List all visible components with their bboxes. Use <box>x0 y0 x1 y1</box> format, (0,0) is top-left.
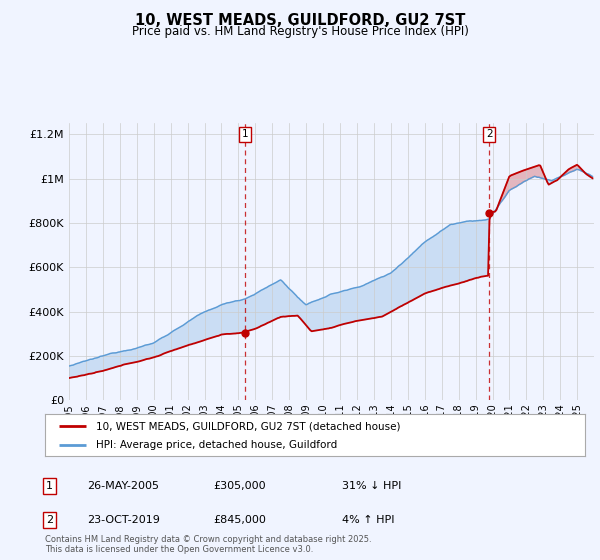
Text: Contains HM Land Registry data © Crown copyright and database right 2025.
This d: Contains HM Land Registry data © Crown c… <box>45 535 371 554</box>
Text: 26-MAY-2005: 26-MAY-2005 <box>87 481 159 491</box>
Text: 2: 2 <box>486 129 493 139</box>
Text: £845,000: £845,000 <box>213 515 266 525</box>
Text: 4% ↑ HPI: 4% ↑ HPI <box>342 515 395 525</box>
Text: 1: 1 <box>46 481 53 491</box>
Text: 10, WEST MEADS, GUILDFORD, GU2 7ST: 10, WEST MEADS, GUILDFORD, GU2 7ST <box>135 13 465 29</box>
Text: HPI: Average price, detached house, Guildford: HPI: Average price, detached house, Guil… <box>96 440 338 450</box>
Text: 2: 2 <box>46 515 53 525</box>
Text: 23-OCT-2019: 23-OCT-2019 <box>87 515 160 525</box>
Text: 10, WEST MEADS, GUILDFORD, GU2 7ST (detached house): 10, WEST MEADS, GUILDFORD, GU2 7ST (deta… <box>96 421 401 431</box>
Text: 31% ↓ HPI: 31% ↓ HPI <box>342 481 401 491</box>
Text: 1: 1 <box>242 129 248 139</box>
Text: £305,000: £305,000 <box>213 481 266 491</box>
Text: Price paid vs. HM Land Registry's House Price Index (HPI): Price paid vs. HM Land Registry's House … <box>131 25 469 38</box>
